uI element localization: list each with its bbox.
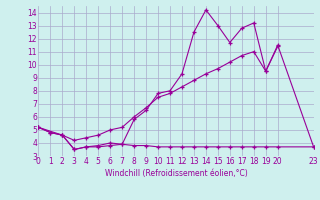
X-axis label: Windchill (Refroidissement éolien,°C): Windchill (Refroidissement éolien,°C)	[105, 169, 247, 178]
